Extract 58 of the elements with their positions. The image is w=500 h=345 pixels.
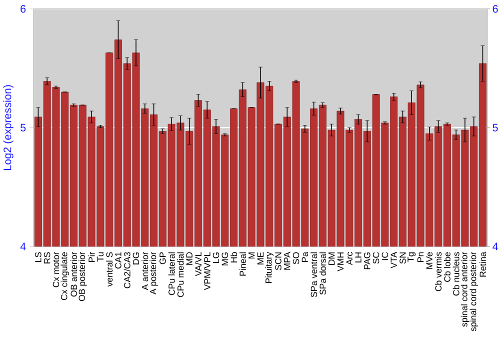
- x-tick-label: LG: [212, 252, 220, 263]
- x-tick-label: DG: [132, 252, 140, 264]
- x-tick-label: A anterior: [142, 252, 148, 290]
- x-tick-label: DM: [328, 252, 335, 265]
- x-tick-label: OB posterior: [78, 252, 87, 301]
- y2-tick-label: 4: [492, 242, 498, 250]
- x-tick-label: LS: [35, 252, 42, 262]
- x-tick-label: RS: [44, 252, 50, 264]
- y-axis-title: Log2 (expression): [3, 85, 14, 170]
- x-tick-label: Hb: [230, 252, 238, 262]
- x-tick-label: Cb vermis: [435, 252, 442, 292]
- x-tick-label: SO: [292, 252, 300, 264]
- x-tick-label: PAG: [364, 252, 370, 270]
- x-tick-label: Cb lobe: [444, 252, 450, 282]
- x-tick-label: Cx motor: [52, 252, 60, 288]
- x-tick-label: SPa ventral: [310, 252, 318, 298]
- x-tick-label: VPM/VPL: [204, 252, 210, 290]
- y2-tick-label: 6: [492, 5, 498, 13]
- x-tick-label: VTA: [390, 252, 397, 268]
- x-tick-label: LH: [355, 252, 362, 262]
- x-tick-label: Retina: [479, 252, 486, 277]
- x-tick-label: Pn: [417, 252, 424, 262]
- x-tick-label: spinal cord posterior: [470, 252, 478, 332]
- x-tick-label: ventral S: [106, 252, 113, 287]
- x-tick-label: Pa: [302, 252, 308, 262]
- y2-tick-label: 5: [492, 124, 498, 132]
- x-tick-label: Arc: [346, 252, 352, 266]
- x-tick-label: GP: [160, 252, 166, 264]
- x-tick-label: MG: [222, 252, 228, 266]
- x-tick-label: ME: [257, 252, 264, 264]
- x-tick-label: CPu medial: [177, 252, 184, 298]
- x-tick-label: OB anterior: [70, 252, 78, 297]
- x-tick-label: Cx cingulate: [60, 252, 69, 300]
- x-tick-label: IC: [382, 252, 388, 260]
- x-tick-label: CA2/CA3: [124, 252, 130, 288]
- x-tick-label: Tu: [97, 252, 104, 262]
- x-tick-label: CPu lateral: [168, 252, 175, 296]
- x-tick-label: spinal cord anterior: [460, 252, 470, 327]
- x-tick-label: A posterior: [150, 252, 158, 295]
- x-tick-label: SC: [372, 252, 380, 264]
- x-tick-label: MPA: [284, 252, 290, 270]
- x-tick-label: M: [248, 252, 255, 258]
- x-tick-label: Cb nucleus: [452, 252, 460, 296]
- x-tick-label: VMH: [337, 252, 344, 272]
- x-tick-label: MVe: [426, 252, 432, 269]
- x-tick-label: Pituitary: [265, 252, 274, 283]
- x-tick-label: Tg: [408, 252, 416, 262]
- y-tick-label: 6: [20, 5, 26, 13]
- x-tick-label: Pir: [88, 252, 95, 262]
- x-tick-label: VA/VL: [194, 252, 202, 276]
- x-tick-label: Pineal: [239, 252, 246, 276]
- x-tick-label: MD: [186, 252, 192, 265]
- x-tick-label: CA1: [115, 252, 122, 269]
- y-tick-label: 5: [20, 124, 26, 132]
- y-tick-label: 4: [20, 242, 26, 250]
- x-tick-label: SCN: [275, 252, 282, 270]
- x-tick-label: SN: [400, 252, 406, 264]
- x-tick-label: SPa dorsal: [319, 252, 326, 295]
